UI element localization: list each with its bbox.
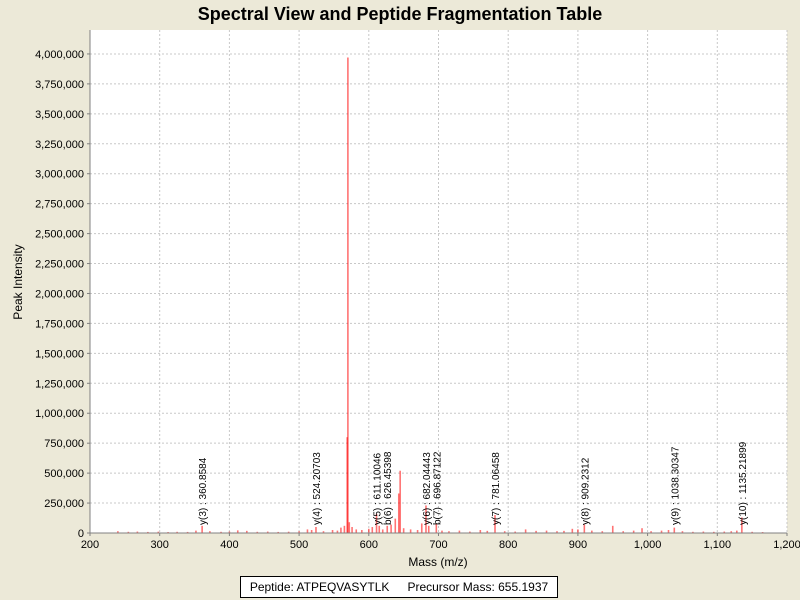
legend-peptide: Peptide: ATPEQVASYTLK (249, 580, 390, 594)
y-tick-label: 4,000,000 (35, 49, 84, 61)
y-tick-label: 3,000,000 (35, 169, 84, 181)
y-tick-label: 500,000 (44, 468, 84, 480)
peak-annotation-label: y(4) : 524.20703 (312, 452, 323, 525)
x-tick-label: 1,000 (634, 539, 662, 551)
x-tick-label: 200 (81, 539, 99, 551)
peak-annotation-label: y(3) : 360.8584 (198, 457, 209, 525)
y-tick-label: 2,250,000 (35, 259, 84, 271)
peak-annotation-label: y(5) : 611.10046 (373, 452, 384, 525)
y-ticks: 0 250,000 500,000 750,000 1,000,000 1,250,000… (35, 49, 90, 540)
chart-title: Spectral View and Peptide Fragmentation … (198, 4, 602, 24)
legend-precursor: Precursor Mass: 655.1937 (407, 580, 549, 594)
y-tick-label: 3,500,000 (35, 109, 84, 121)
peak-annotation-label: b(7) : 696.87122 (432, 451, 443, 525)
peak-annotation-label: y(10) : 1135.21899 (738, 441, 749, 525)
peak-annotation-label: y(8) : 909.2312 (580, 457, 591, 525)
y-tick-label: 2,750,000 (35, 199, 84, 211)
legend: Peptide: ATPEQVASYTLK Precursor Mass: 65… (240, 576, 558, 598)
x-tick-label: 900 (569, 539, 587, 551)
y-tick-label: 3,250,000 (35, 139, 84, 151)
y-tick-label: 0 (78, 528, 84, 540)
y-tick-label: 1,750,000 (35, 318, 84, 330)
x-tick-label: 1,100 (704, 539, 732, 551)
y-tick-label: 1,000,000 (35, 408, 84, 420)
grid (90, 30, 788, 533)
y-tick-label: 1,500,000 (35, 348, 84, 360)
y-tick-label: 3,750,000 (35, 79, 84, 91)
y-tick-label: 2,000,000 (35, 288, 84, 300)
peak-annotation-label: y(9) : 1038.30347 (670, 446, 681, 525)
peak-annotation-label: b(6) : 626.45398 (383, 451, 394, 525)
x-axis-label: Mass (m/z) (408, 555, 467, 569)
peak-annotation-label: y(7) : 781.06458 (491, 452, 502, 525)
peak-annotation-label: y(6) : 682.04443 (422, 452, 433, 525)
x-tick-label: 1,200 (773, 539, 800, 551)
y-tick-label: 2,500,000 (35, 229, 84, 241)
x-tick-label: 500 (290, 539, 308, 551)
peak-annotations: y(3) : 360.8584 y(4) : 524.20703 y(5) : 61… (198, 441, 749, 525)
x-tick-label: 300 (151, 539, 169, 551)
x-tick-label: 400 (220, 539, 238, 551)
y-tick-label: 1,250,000 (35, 378, 84, 390)
x-ticks: 200 300 400 500 600 700 800 900 1,000 1,100 1,200 (81, 533, 800, 551)
x-tick-label: 600 (360, 539, 378, 551)
y-tick-label: 750,000 (44, 438, 84, 450)
y-axis-label: Peak Intensity (11, 244, 25, 319)
y-tick-label: 250,000 (44, 498, 84, 510)
x-tick-label: 700 (429, 539, 447, 551)
x-tick-label: 800 (499, 539, 517, 551)
